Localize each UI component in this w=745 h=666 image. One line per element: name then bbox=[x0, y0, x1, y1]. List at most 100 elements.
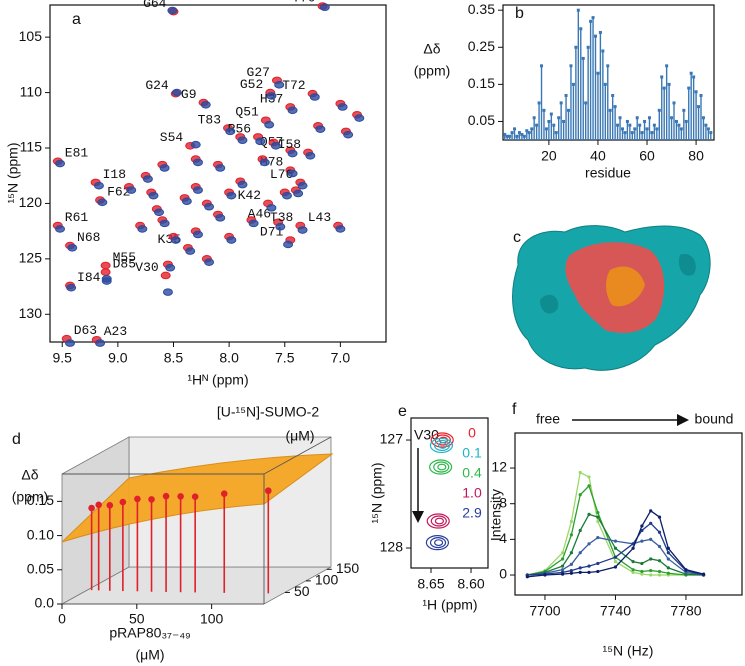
peak-label: G27 bbox=[247, 65, 270, 80]
bar-cap bbox=[608, 108, 612, 112]
intensity-point bbox=[578, 570, 582, 574]
peak-label: N68 bbox=[77, 230, 100, 245]
intensity-point bbox=[596, 511, 600, 515]
bar-cap bbox=[547, 119, 551, 123]
x-tick-label: 7700 bbox=[529, 603, 560, 619]
peak bbox=[66, 283, 77, 292]
intensity-point bbox=[666, 546, 670, 550]
legend-label: 0 bbox=[468, 425, 476, 441]
intensity-point bbox=[578, 551, 582, 555]
intensity-point bbox=[569, 568, 573, 573]
peak-label: T83 bbox=[198, 112, 221, 127]
bar-cap bbox=[606, 64, 610, 68]
intensity-point bbox=[684, 568, 688, 572]
x-tick-label: 80 bbox=[688, 148, 704, 164]
z-axis-label: (μM) bbox=[285, 428, 314, 444]
peak bbox=[200, 100, 211, 109]
peak bbox=[343, 130, 354, 139]
intensity-point bbox=[560, 557, 565, 561]
peak bbox=[148, 191, 159, 200]
x-axis-label: pRAP80₃₇₋₄₉ bbox=[109, 625, 190, 641]
peak bbox=[266, 204, 277, 212]
peak bbox=[159, 219, 170, 228]
peak bbox=[297, 226, 308, 234]
intensity-point bbox=[649, 509, 653, 513]
x-tick-label: 7.0 bbox=[331, 350, 351, 366]
bar-cap bbox=[527, 131, 531, 135]
intensity-point bbox=[587, 564, 591, 568]
peak-label: T72 bbox=[282, 78, 305, 93]
contour bbox=[430, 432, 454, 448]
intensity-point bbox=[666, 557, 670, 561]
peak bbox=[226, 236, 237, 244]
peak bbox=[226, 191, 237, 200]
x-tick-label: 9.0 bbox=[108, 350, 128, 366]
bar-cap bbox=[699, 93, 703, 97]
peak bbox=[215, 214, 226, 222]
peak bbox=[192, 230, 203, 239]
bar-cap bbox=[596, 71, 600, 75]
intensity-point bbox=[666, 551, 670, 555]
peak bbox=[65, 339, 76, 347]
bar-cap bbox=[586, 45, 590, 49]
x-axis-label: residue bbox=[585, 165, 631, 181]
bar-cap bbox=[598, 30, 602, 34]
peak-label: T70 bbox=[292, 0, 315, 6]
bar-cap bbox=[652, 123, 656, 127]
panel-label: d bbox=[12, 431, 21, 448]
data-point bbox=[220, 490, 228, 497]
peak-label: V30 bbox=[135, 260, 158, 275]
peak-label: G9 bbox=[181, 87, 197, 102]
intensity-point bbox=[560, 551, 565, 555]
legend-label: 2.9 bbox=[462, 505, 482, 521]
x-tick-label: 0 bbox=[58, 611, 66, 627]
bar-cap bbox=[611, 93, 615, 97]
peak-label: G52 bbox=[240, 77, 263, 92]
panel-label: a bbox=[72, 11, 81, 28]
peak bbox=[192, 186, 203, 194]
bar-cap bbox=[515, 134, 519, 138]
data-point bbox=[148, 496, 155, 503]
contour bbox=[425, 535, 450, 551]
z-axis-label: [U-¹⁵N]-SUMO-2 bbox=[217, 404, 319, 420]
peak bbox=[160, 271, 171, 280]
bar-cap bbox=[505, 134, 509, 138]
peak-label: A23 bbox=[104, 324, 127, 339]
peak-label: I18 bbox=[103, 167, 126, 182]
y-tick-label: 0.05 bbox=[27, 560, 54, 576]
annotation: bound bbox=[695, 411, 734, 427]
intensity-point bbox=[578, 528, 582, 533]
bar-cap bbox=[574, 45, 578, 49]
y-tick-label: 130 bbox=[19, 305, 43, 321]
bar-cap bbox=[701, 116, 705, 120]
x-tick-label: 7.5 bbox=[275, 350, 295, 366]
bar-cap bbox=[616, 123, 620, 127]
intensity-point bbox=[657, 515, 662, 519]
x-tick-label: 8.65 bbox=[417, 576, 444, 592]
peak bbox=[126, 186, 137, 194]
y-tick-label: 110 bbox=[20, 83, 43, 99]
y-tick-label: 0.35 bbox=[468, 1, 495, 17]
peak bbox=[309, 93, 320, 101]
peak bbox=[93, 181, 104, 190]
bar-cap bbox=[510, 131, 514, 135]
y-axis-label: Intensity bbox=[488, 489, 504, 541]
intensity-point bbox=[640, 561, 644, 566]
bar-cap bbox=[567, 108, 571, 112]
bar-cap bbox=[520, 132, 524, 136]
bar-cap bbox=[694, 90, 698, 94]
plot-3d-front: 0.00.050.100.150 50 10050100150dΔδ(ppm)pRA… bbox=[12, 404, 360, 663]
bar-cap bbox=[613, 105, 617, 109]
bar-cap bbox=[542, 108, 546, 112]
intensity-point bbox=[525, 575, 529, 579]
intensity-point bbox=[657, 559, 662, 563]
intensity-point bbox=[569, 562, 573, 566]
bar-cap bbox=[522, 134, 526, 138]
panel-label: e bbox=[398, 403, 407, 420]
y-tick-label: 105 bbox=[19, 28, 43, 44]
peak bbox=[55, 159, 66, 168]
peak bbox=[270, 141, 281, 150]
contour bbox=[429, 437, 454, 454]
legend-label: 0.1 bbox=[462, 445, 482, 461]
